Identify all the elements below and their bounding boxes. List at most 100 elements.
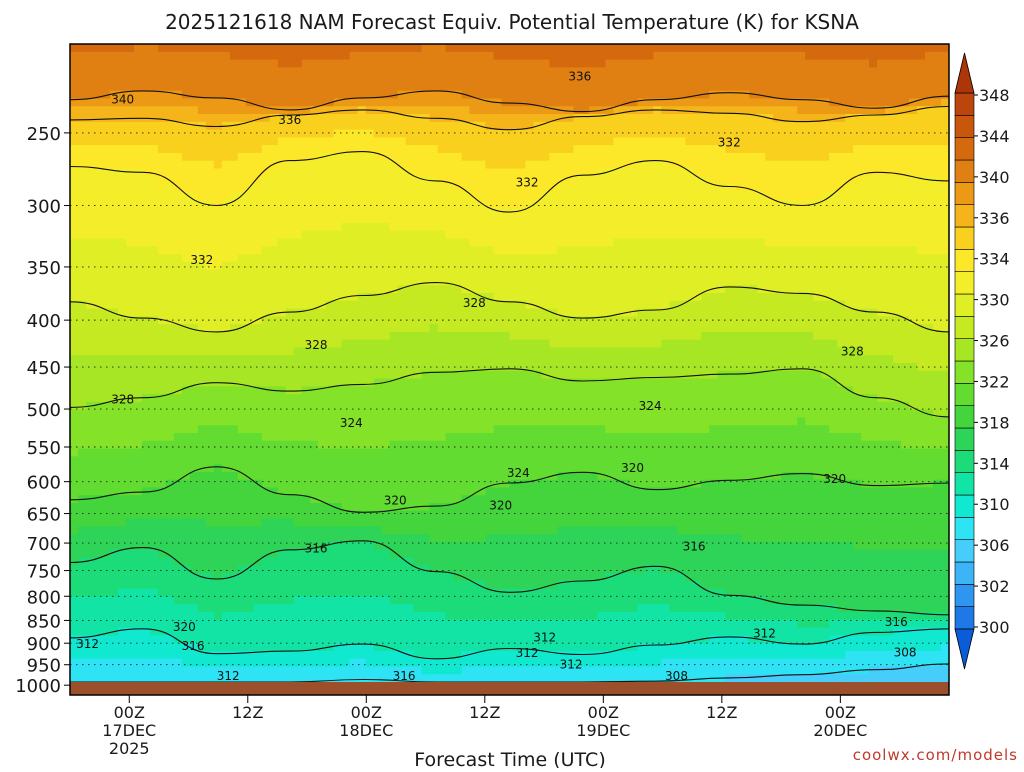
heatmap-cell <box>685 292 694 302</box>
heatmap-cell <box>741 363 750 372</box>
heatmap-cell <box>709 44 718 53</box>
heatmap-cell <box>205 285 215 294</box>
heatmap-cell <box>189 137 199 146</box>
heatmap-cell <box>70 363 79 372</box>
heatmap-cell <box>285 339 295 349</box>
heatmap-cell <box>389 347 399 356</box>
heatmap-cell <box>789 254 798 263</box>
heatmap-cell <box>85 90 95 100</box>
heatmap-cell <box>309 285 319 294</box>
heatmap-cell <box>245 277 255 286</box>
heatmap-cell <box>109 261 119 271</box>
heatmap-cell <box>365 378 375 387</box>
heatmap-cell <box>461 386 471 395</box>
heatmap-cell <box>501 300 511 310</box>
heatmap-cell <box>765 121 774 131</box>
heatmap-cell <box>877 106 886 115</box>
heatmap-cell <box>941 106 949 115</box>
heatmap-cell <box>341 370 351 380</box>
heatmap-cell <box>893 355 902 364</box>
heatmap-cell <box>669 160 678 170</box>
heatmap-cell <box>549 90 559 100</box>
heatmap-cell <box>421 98 431 107</box>
heatmap-cell <box>845 339 854 349</box>
heatmap-cell <box>901 90 910 100</box>
heatmap-cell <box>533 44 543 53</box>
heatmap-cell <box>421 355 431 364</box>
heatmap-cell <box>229 129 239 138</box>
heatmap-cell <box>213 246 223 255</box>
heatmap-cell <box>837 75 846 84</box>
heatmap-cell <box>749 347 758 356</box>
heatmap-cell <box>93 129 103 138</box>
heatmap-cell <box>173 285 183 294</box>
heatmap-cell <box>525 378 535 387</box>
heatmap-cell <box>573 347 583 356</box>
heatmap-cell <box>93 215 103 224</box>
heatmap-cell <box>397 300 407 310</box>
heatmap-cell <box>549 292 559 302</box>
heatmap-cell <box>541 222 551 232</box>
heatmap-cell <box>525 370 535 380</box>
heatmap-cell <box>221 160 231 170</box>
heatmap-cell <box>853 378 862 387</box>
heatmap-cell <box>885 59 894 68</box>
heatmap-cell <box>893 106 902 115</box>
heatmap-cell <box>629 285 638 294</box>
heatmap-cell <box>237 269 247 279</box>
heatmap-cell <box>661 308 670 317</box>
heatmap-cell <box>829 261 838 271</box>
heatmap-cell <box>277 292 287 302</box>
heatmap-cell <box>685 324 694 333</box>
heatmap-cell <box>557 44 567 53</box>
heatmap-cell <box>725 160 734 170</box>
heatmap-cell <box>661 370 670 380</box>
heatmap-cell <box>341 137 351 146</box>
heatmap-cell <box>93 261 103 271</box>
heatmap-cell <box>349 254 359 263</box>
heatmap-cell <box>629 339 638 349</box>
heatmap-cell <box>885 137 894 146</box>
heatmap-cell <box>349 152 359 162</box>
heatmap-cell <box>685 308 694 317</box>
heatmap-cell <box>685 98 694 107</box>
heatmap-cell <box>149 59 159 68</box>
heatmap-cell <box>733 67 742 76</box>
heatmap-cell <box>621 300 630 310</box>
heatmap-cell <box>685 254 694 263</box>
heatmap-cell <box>909 152 918 162</box>
heatmap-cell <box>797 106 806 115</box>
heatmap-cell <box>717 67 726 76</box>
heatmap-cell <box>589 261 598 271</box>
heatmap-cell <box>869 90 878 100</box>
heatmap-cell <box>701 176 710 185</box>
heatmap-cell <box>797 207 806 216</box>
heatmap-cell <box>325 82 335 92</box>
heatmap-cell <box>413 82 423 92</box>
heatmap-cell <box>909 238 918 247</box>
heatmap-cell <box>181 160 191 170</box>
heatmap-cell <box>437 370 447 380</box>
heatmap-cell <box>197 277 207 286</box>
heatmap-cell <box>517 308 527 317</box>
heatmap-cell <box>397 277 407 286</box>
heatmap-cell <box>789 75 798 84</box>
heatmap-cell <box>677 347 686 356</box>
heatmap-cell <box>565 137 575 146</box>
heatmap-cell <box>661 378 670 387</box>
heatmap-cell <box>749 59 758 68</box>
heatmap-cell <box>541 331 551 341</box>
heatmap-cell <box>349 394 359 403</box>
heatmap-cell <box>237 230 247 240</box>
heatmap-cell <box>573 254 583 263</box>
heatmap-cell <box>837 254 846 263</box>
heatmap-cell <box>573 378 583 387</box>
heatmap-cell <box>245 51 255 61</box>
heatmap-cell <box>685 285 694 294</box>
heatmap-cell <box>357 44 367 53</box>
heatmap-cell <box>501 285 511 294</box>
heatmap-cell <box>797 378 806 387</box>
heatmap-cell <box>365 316 375 325</box>
heatmap-cell <box>70 176 79 185</box>
heatmap-cell <box>117 347 127 356</box>
